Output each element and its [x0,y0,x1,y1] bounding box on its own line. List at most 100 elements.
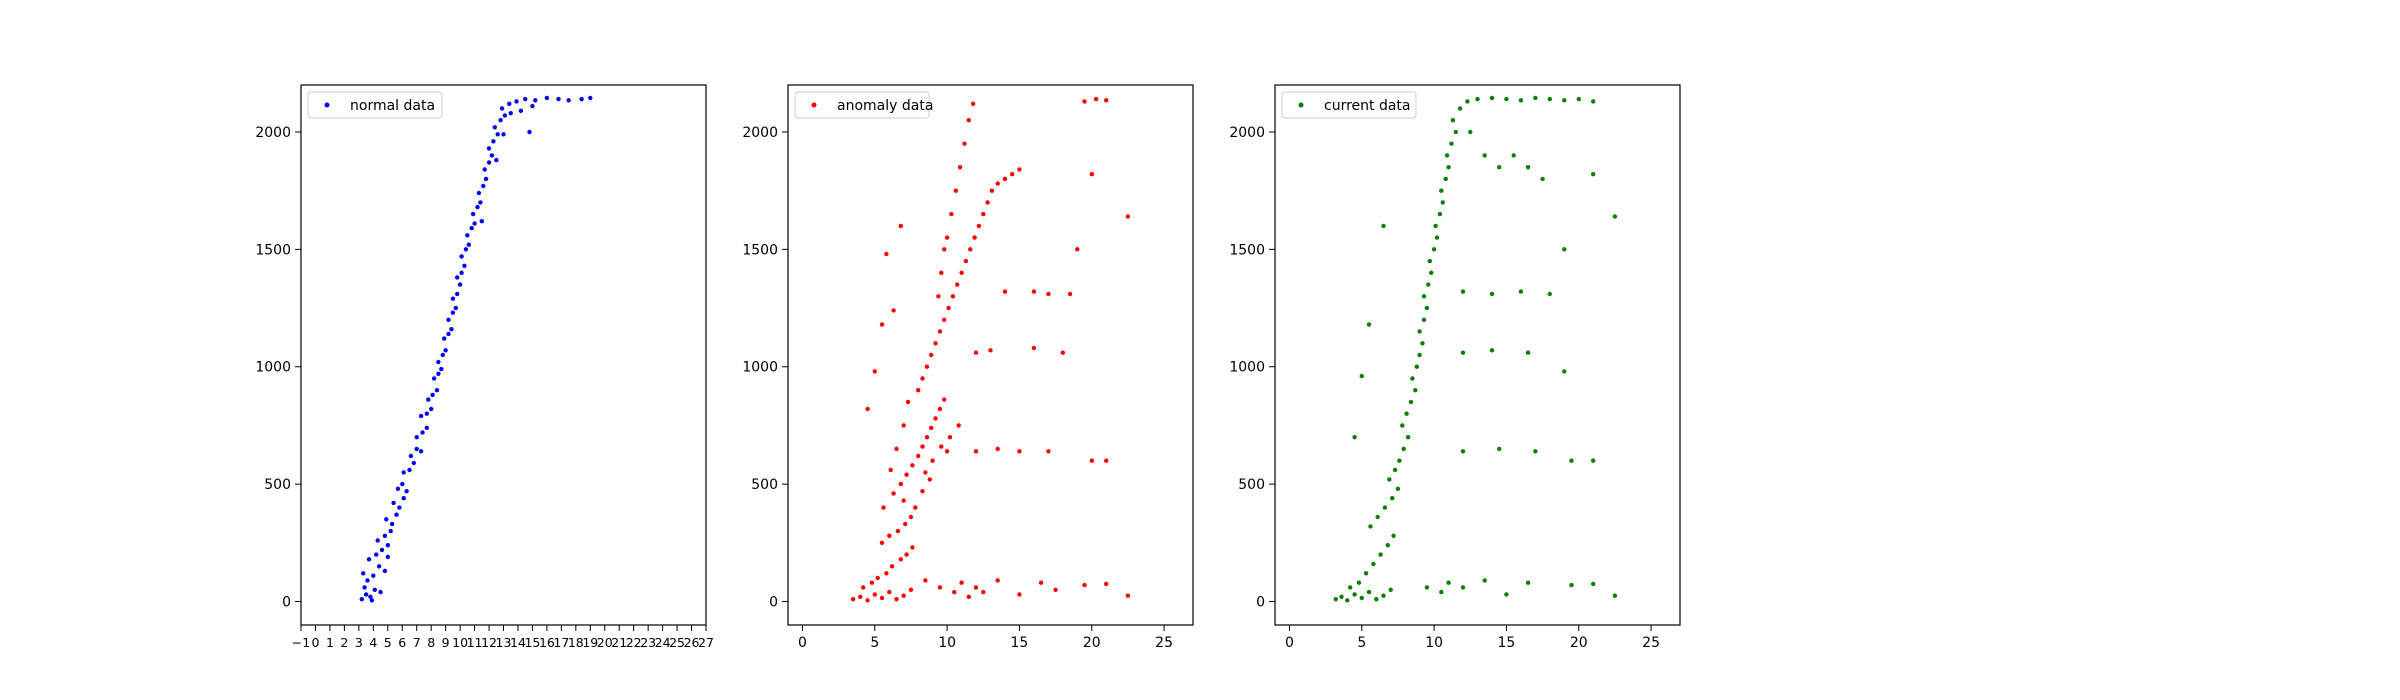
data-point [930,458,935,463]
data-point [1382,505,1388,510]
data-point [872,369,877,374]
legend: current data [1281,91,1417,119]
data-point [937,406,943,412]
data-point [408,453,414,459]
data-point [904,552,909,557]
data-point [976,223,982,229]
chart-panel-2: 0 5 10 15 20 25 0 500 1000 1500 2000 anomaly data [742,84,1194,651]
data-point [1002,176,1008,182]
data-point [446,331,451,337]
data-point [929,352,934,358]
data-point [952,589,957,595]
legend-box [307,91,443,119]
data-point [400,481,405,487]
data-point [916,388,921,393]
x-tick-label: 5 [384,635,392,650]
data-point [1356,580,1362,585]
data-point [482,167,487,172]
data-point [1046,291,1051,297]
data-point [446,317,451,322]
data-point [1453,129,1459,135]
data-point [1366,589,1372,595]
data-point [436,359,441,365]
data-point [431,376,437,381]
data-point [894,597,899,602]
data-point [1446,165,1451,170]
data-point [1371,561,1376,567]
x-tick-label: 9 [442,635,450,650]
data-point [1431,247,1437,252]
x-tick-label: 14 [510,635,526,650]
data-point [1093,96,1099,102]
data-point [956,423,961,428]
data-point [368,594,373,599]
data-point [469,226,474,231]
data-point [936,294,941,299]
x-tick-label: −1 [292,635,310,650]
data-point [879,595,885,601]
y-tick-label: 0 [1256,595,1265,611]
data-point [1427,258,1433,264]
x-tick-label: 21 [611,635,627,650]
y-tick-label: 1000 [255,360,291,376]
y-tick-label: 1000 [1229,360,1265,376]
data-point [397,505,402,510]
data-point [1497,165,1502,170]
data-point [363,592,369,597]
data-point [533,98,538,103]
data-point [942,317,947,322]
x-tick-label: 19 [582,635,598,650]
x-tick-label: 2 [340,635,348,650]
data-point [913,505,918,510]
data-point [530,103,535,109]
data-point [1421,294,1427,299]
data-point [879,540,885,545]
data-point [1381,223,1386,229]
x-tick-label: 12 [481,635,497,650]
data-point [1591,99,1596,104]
data-point [502,113,508,118]
legend: anomaly data [794,91,933,119]
data-point [495,132,500,137]
data-point [374,552,379,557]
data-point [1443,176,1448,182]
data-point [1420,341,1425,346]
data-point [942,397,947,402]
data-point [1446,580,1451,585]
data-point [1053,587,1058,592]
x-tick-label: 0 [798,635,807,651]
axes-frame [1274,84,1681,626]
data-point [1410,376,1415,381]
data-point [1482,153,1487,158]
x-tick-label: 5 [870,635,879,651]
data-point [923,578,928,583]
data-point [1444,153,1450,158]
legend-box [794,91,930,119]
data-point [361,571,366,576]
data-point [459,254,464,259]
data-point [455,291,460,297]
x-tick-label: 15 [1498,635,1516,651]
data-point [442,336,447,341]
data-point [1533,95,1538,101]
chart-panel-1: −1 0 1 2 3 4 5 6 7 8 9 1011121314151617181920212223… [255,84,714,650]
axes-frame [787,84,1194,626]
data-point [470,211,476,217]
data-point [1547,96,1553,102]
data-point [453,305,458,311]
data-point [924,364,930,369]
data-point [889,564,895,569]
y-tick-label: 500 [264,477,291,493]
data-point [937,585,943,590]
data-point [904,472,909,477]
data-point [1525,350,1531,355]
data-point [1397,458,1402,463]
data-point [920,444,925,449]
data-point [365,578,370,583]
data-point [483,176,489,182]
data-point [1433,223,1438,229]
data-point [1437,211,1443,217]
data-point [1404,411,1409,416]
data-point [1450,118,1456,123]
